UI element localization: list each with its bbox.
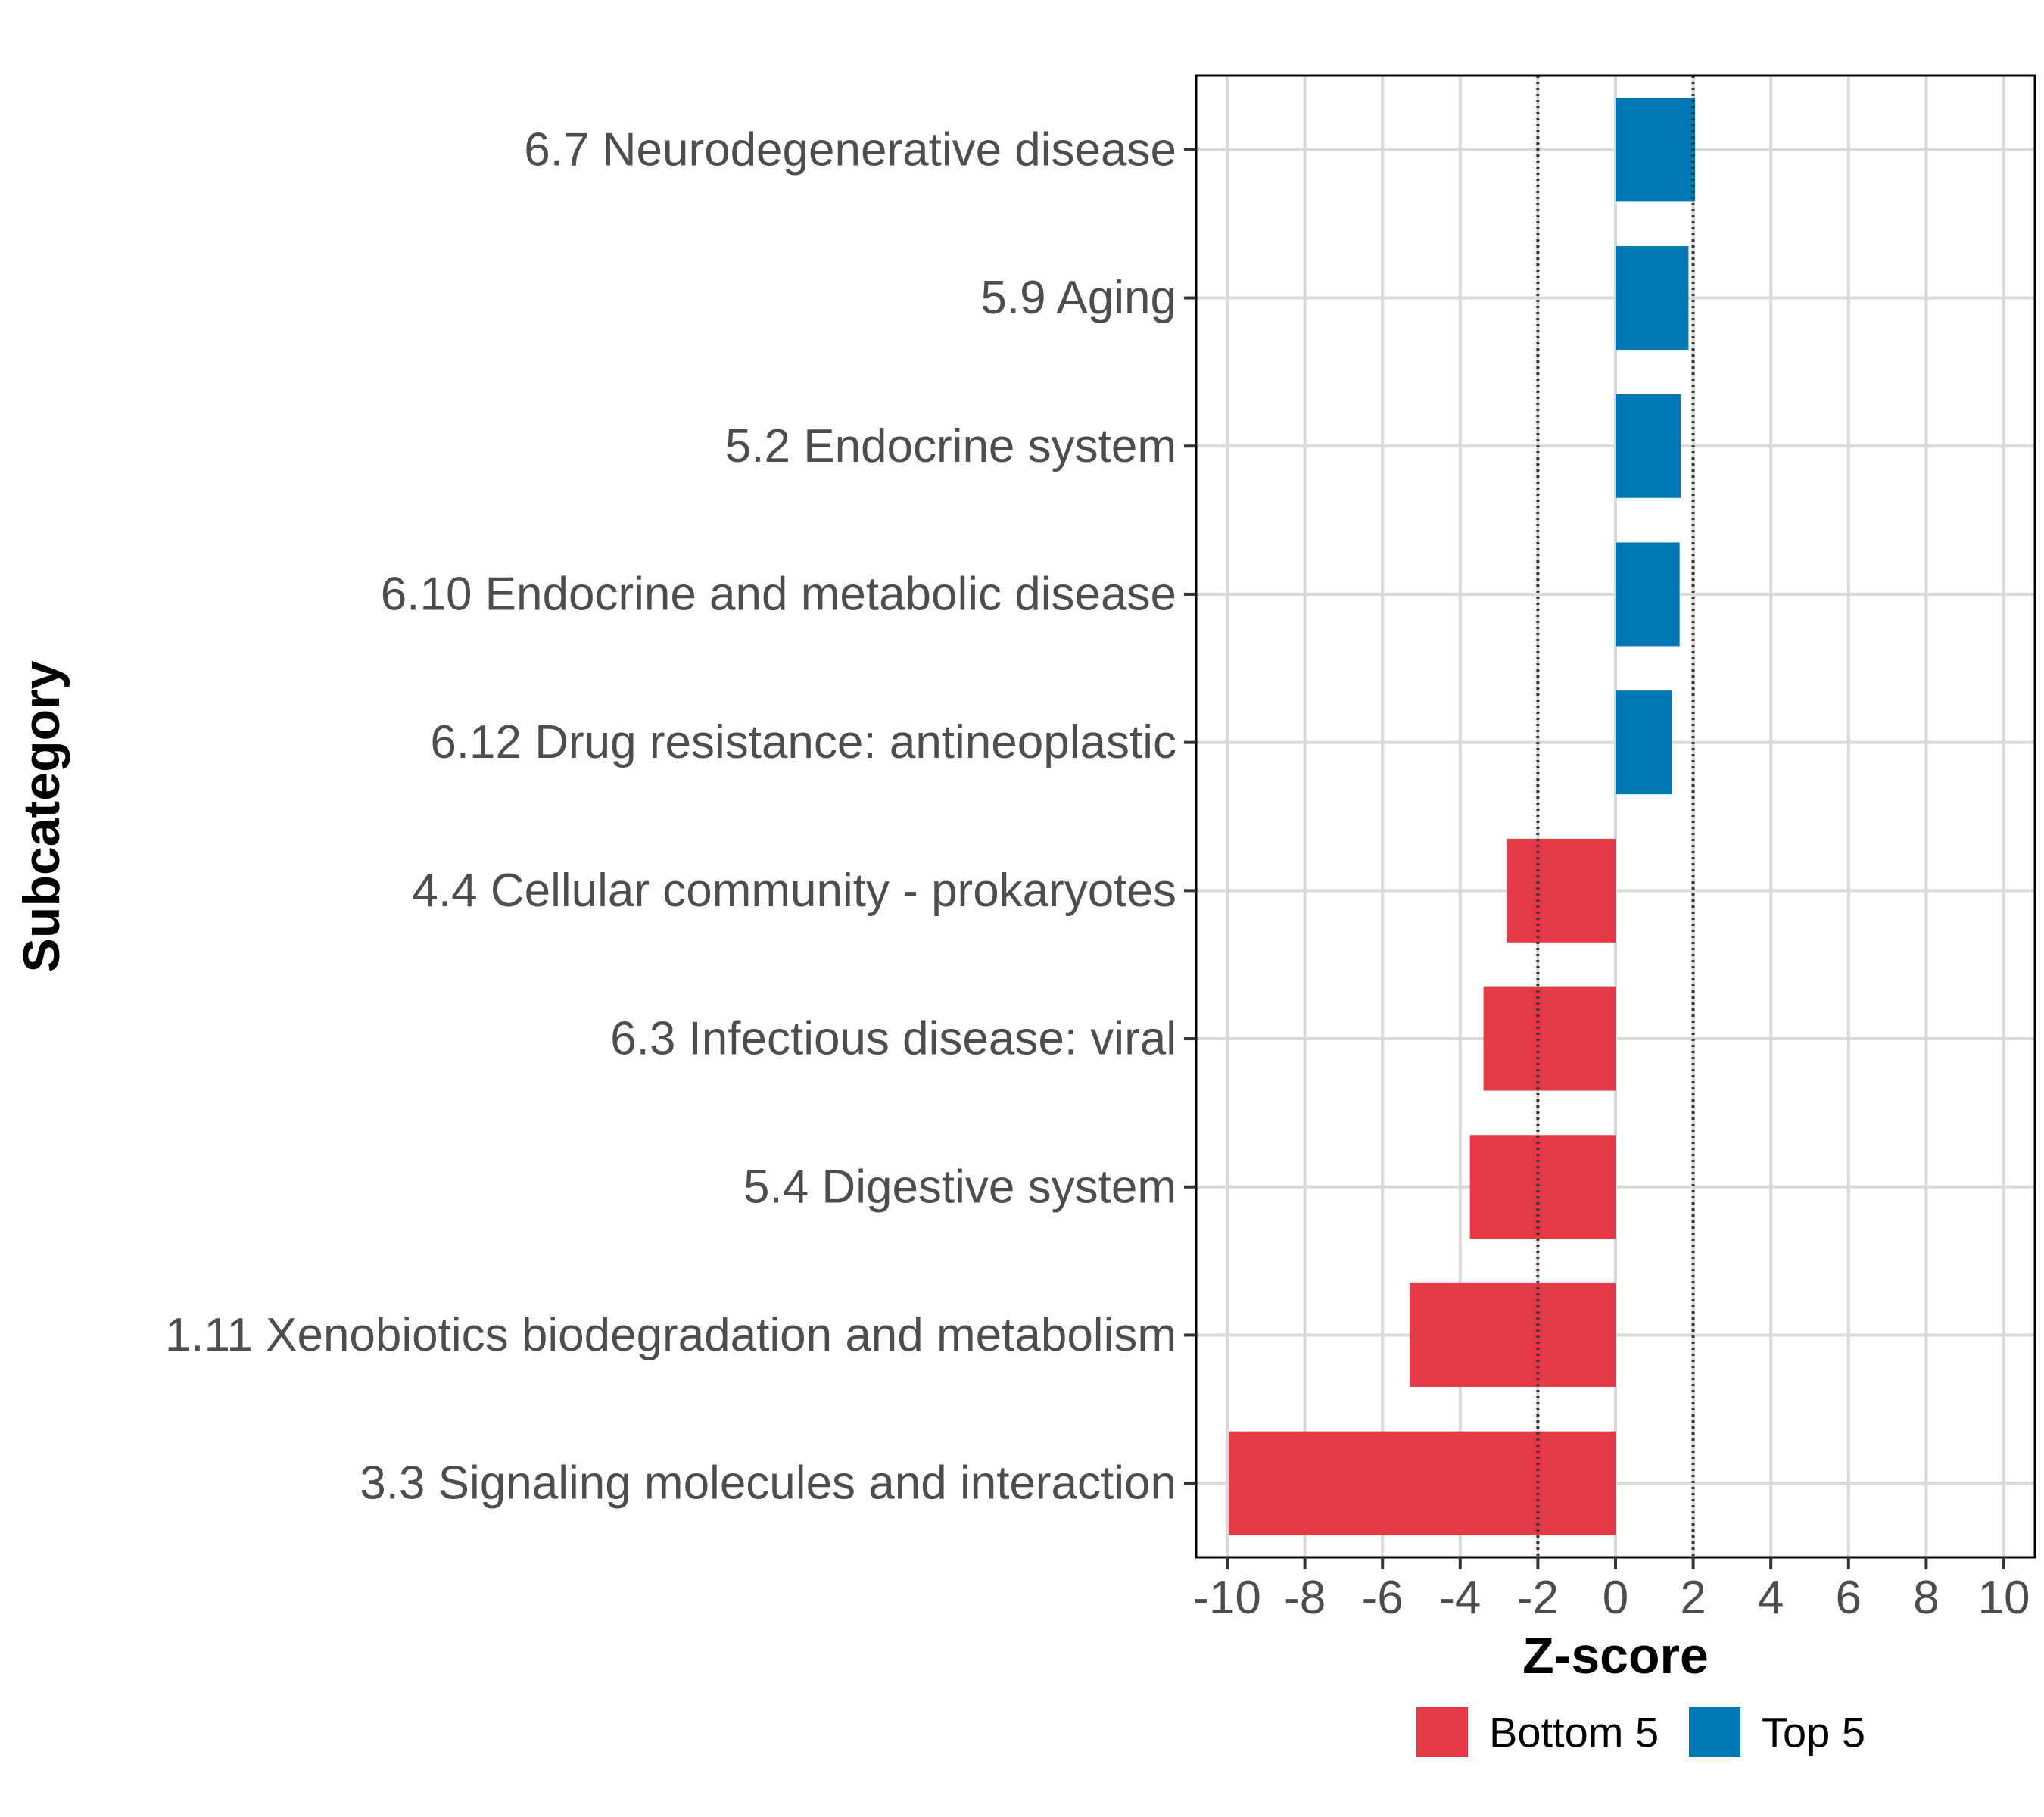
bar [1616,690,1672,795]
y-tick-label: 5.2 Endocrine system [725,420,1176,472]
x-tick-label: 6 [1836,1572,1862,1624]
bar [1616,246,1689,351]
x-tick-label: -2 [1517,1572,1559,1624]
y-tick-label: 6.10 Endocrine and metabolic disease [381,568,1176,620]
x-tick-label: -6 [1362,1572,1404,1624]
y-tick-label: 6.12 Drug resistance: antineoplastic [430,716,1176,768]
y-tick-label: 6.7 Neurodegenerative disease [524,123,1176,176]
x-tick-label: -4 [1439,1572,1481,1624]
bar [1616,542,1680,647]
bar [1616,98,1696,202]
y-tick-label: 5.4 Digestive system [743,1161,1176,1213]
x-tick-label: -8 [1284,1572,1326,1624]
legend-label: Bottom 5 [1489,1709,1659,1756]
x-tick-label: 2 [1680,1572,1706,1624]
bar [1616,394,1681,498]
y-tick-label: 3.3 Signaling molecules and interaction [360,1457,1176,1510]
x-tick-label: 8 [1913,1572,1939,1624]
y-tick-label: 5.9 Aging [980,272,1176,324]
legend-key-bottom-5 [1416,1707,1468,1757]
y-tick-label: 6.3 Infectious disease: viral [610,1013,1176,1065]
legend-label: Top 5 [1762,1709,1865,1756]
x-tick-label: -10 [1193,1572,1261,1624]
bar [1507,838,1616,943]
bar [1229,1431,1616,1535]
x-tick-label: 0 [1603,1572,1628,1624]
x-tick-label: 10 [1977,1572,2030,1624]
bar [1483,986,1616,1091]
x-tick-label: 4 [1758,1572,1784,1624]
legend-key-top-5 [1689,1707,1740,1757]
x-axis-title: Z-score [1522,1627,1709,1685]
y-tick-label: 4.4 Cellular community - prokaryotes [412,865,1176,917]
y-tick-label: 1.11 Xenobiotics biodegradation and meta… [165,1309,1176,1361]
bar [1469,1135,1616,1239]
bar [1410,1282,1616,1387]
y-axis-title: Subcategory [13,660,70,972]
